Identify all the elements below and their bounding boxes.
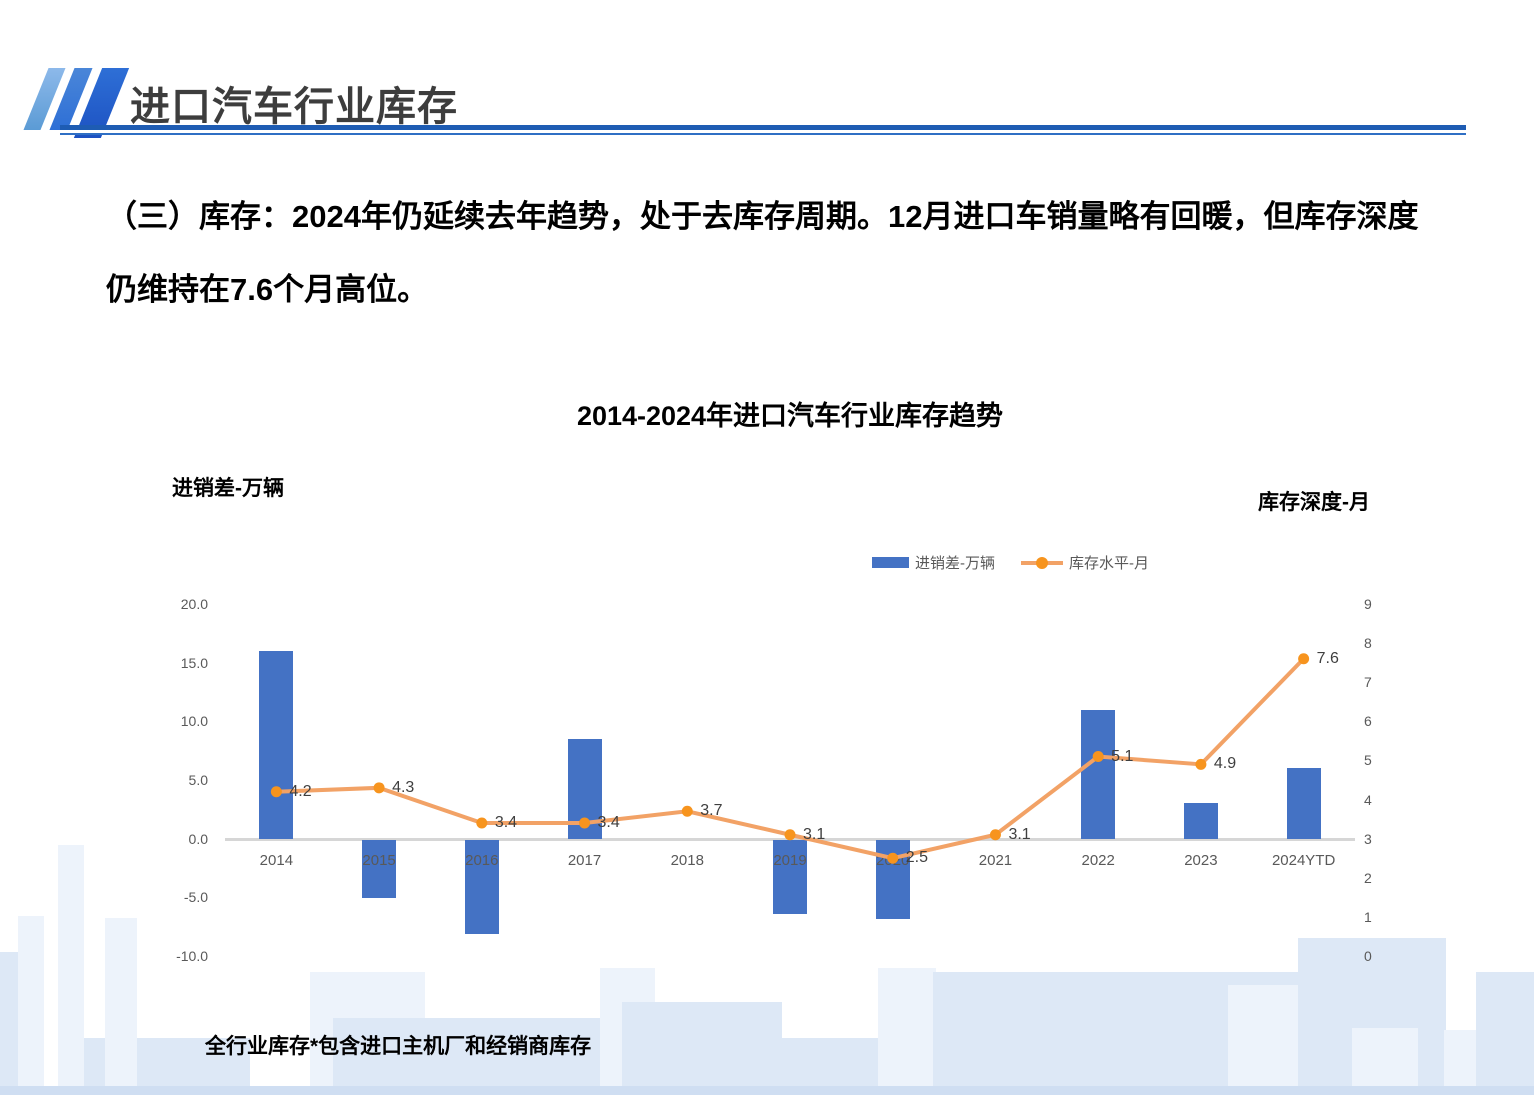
- line-data-label: 4.2: [289, 782, 312, 800]
- legend-label: 库存水平-月: [1069, 555, 1149, 572]
- left-axis-tick: 20.0: [180, 596, 208, 612]
- line-marker-2014: [270, 786, 282, 798]
- line-data-label: 7.6: [1316, 649, 1339, 667]
- x-axis-label: 2023: [1184, 851, 1218, 869]
- x-axis-label: 2014: [259, 851, 294, 869]
- legend-item-line: 库存水平-月: [1021, 552, 1149, 573]
- skyline-block: [622, 1002, 782, 1086]
- skyline-block: [878, 968, 936, 1086]
- bar-2015: [362, 839, 397, 899]
- left-axis-tick: -10.0: [176, 948, 208, 964]
- skyline-block: [105, 918, 137, 1086]
- line-series-swatch: [1021, 557, 1063, 569]
- right-axis-tick: 6: [1364, 713, 1372, 730]
- page-title: 进口汽车行业库存: [130, 85, 458, 129]
- bar-2019: [773, 839, 807, 914]
- left-axis-tick: 0.0: [188, 830, 208, 847]
- bar-2023: [1183, 803, 1218, 839]
- left-axis-tick: 15.0: [180, 654, 208, 671]
- line-data-label: 3.4: [597, 814, 620, 832]
- left-axis-tick: 5.0: [188, 772, 208, 788]
- body-text-line-1: （三）库存：2024年仍延续去年趋势，处于去库存周期。12月进口车销量略有回暖，…: [106, 199, 1419, 234]
- line-data-label: 4.9: [1213, 755, 1237, 773]
- line-marker-2020: [887, 852, 899, 864]
- x-axis-label: 2016: [465, 851, 499, 869]
- right-axis-tick: 3: [1364, 830, 1372, 847]
- chart-title: 2014-2024年进口汽车行业库存趋势: [576, 401, 1004, 431]
- line-marker-2016: [476, 817, 488, 829]
- header-divider: [60, 125, 1466, 135]
- right-axis-tick: 1: [1364, 908, 1372, 925]
- line-marker-2023: [1195, 758, 1207, 770]
- line-marker-2017: [579, 817, 591, 829]
- bar-2014: [259, 650, 294, 839]
- bar-2022: [1081, 709, 1116, 839]
- x-axis-label: 2024YTD: [1271, 851, 1336, 869]
- skyline-block: [58, 845, 84, 1086]
- line-marker-2022: [1092, 751, 1104, 763]
- line-marker-2018: [681, 805, 693, 817]
- line-data-label: 4.3: [392, 778, 415, 796]
- right-axis-tick: 4: [1364, 791, 1372, 808]
- line-swatch-marker: [1036, 557, 1048, 569]
- skyline-block: [1352, 1028, 1418, 1086]
- skyline-block: [0, 952, 20, 1086]
- inventory-depth-line: [276, 657, 1306, 861]
- line-data-label: 3.1: [803, 825, 826, 843]
- skyline-block: [1444, 1030, 1480, 1086]
- left-axis-tick: 10.0: [180, 713, 208, 730]
- bar-2024YTD: [1286, 768, 1321, 839]
- x-axis-label: 2021: [978, 851, 1013, 869]
- right-axis-tick: 8: [1364, 635, 1372, 652]
- x-axis-label: 2015: [362, 851, 396, 869]
- line-marker-2019: [784, 829, 796, 841]
- line-data-label: 3.1: [1008, 825, 1031, 843]
- x-axis-label: 2017: [567, 851, 602, 869]
- line-marker-2024YTD: [1298, 653, 1310, 665]
- line-data-label: 3.4: [494, 814, 518, 832]
- bar-2016: [464, 839, 499, 934]
- right-axis-title: 库存深度-月: [1258, 491, 1370, 514]
- left-axis-tick: -5.0: [183, 889, 208, 906]
- skyline-block: [1476, 972, 1534, 1086]
- line-data-label: 5.1: [1111, 747, 1134, 765]
- right-axis-tick: 9: [1364, 596, 1372, 612]
- line-data-label: 2.5: [905, 849, 928, 867]
- right-axis-tick: 0: [1364, 948, 1372, 964]
- legend-item-bars: 进销差-万辆: [872, 552, 995, 573]
- chart-footnote: 全行业库存*包含进口主机厂和经销商库存: [205, 1035, 592, 1058]
- skyline-base-strip: [0, 1086, 1534, 1095]
- body-text-line-2: 仍维持在7.6个月高位。: [106, 272, 429, 307]
- line-data-label: 3.7: [700, 802, 723, 820]
- left-axis-title: 进销差-万辆: [172, 477, 284, 500]
- skyline-block: [333, 1018, 603, 1086]
- right-axis-tick: 7: [1364, 674, 1372, 691]
- legend-label: 进销差-万辆: [915, 555, 995, 572]
- skyline-block: [1228, 985, 1303, 1086]
- skyline-block: [18, 916, 44, 1086]
- right-axis-tick: 2: [1364, 869, 1372, 886]
- line-marker-2021: [989, 829, 1001, 841]
- line-marker-2015: [373, 782, 385, 794]
- chart-legend: 进销差-万辆 库存水平-月: [872, 552, 1149, 573]
- bar-series-swatch: [872, 557, 909, 568]
- x-axis-label: 2022: [1081, 851, 1115, 869]
- inventory-depth-line-layer: [270, 653, 1310, 864]
- right-axis-tick: 5: [1364, 752, 1372, 769]
- x-axis-label: 2018: [670, 851, 704, 869]
- x-axis-label: 2019: [773, 851, 807, 869]
